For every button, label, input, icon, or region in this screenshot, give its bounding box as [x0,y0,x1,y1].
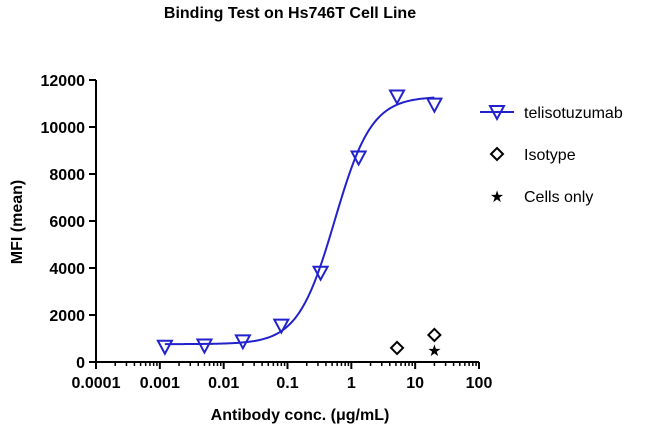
chart-title: Binding Test on Hs746T Cell Line [164,5,416,22]
x-tick-label: 0.0001 [72,375,121,392]
fit-curves [164,96,435,346]
legend-item: telisotuzumab [480,105,623,122]
legend-marker: ★ [490,189,504,206]
data-point [195,338,214,355]
data-point: ★ [427,343,441,360]
legend-item: ★ Cells only [490,189,594,206]
legend-item: Isotype [489,146,576,164]
data-point [156,339,174,356]
data-point [425,97,444,114]
x-tick-label: 10 [406,375,424,392]
y-tick-label: 12000 [41,73,86,90]
y-axis-title: MFI (mean) [9,180,26,264]
data-point [389,340,405,356]
legend: telisotuzumab Isotype ★ Cells only [480,105,623,206]
x-tick-label: 0.001 [140,375,180,392]
legend-marker [489,146,505,162]
data-point [272,318,290,335]
x-axis-title: Antibody conc. (μg/mL) [211,407,390,424]
data-point [426,327,442,343]
legend-marker [488,105,506,122]
x-tick-label: 0.1 [276,375,298,392]
x-tick-label: 1 [347,375,356,392]
y-tick-label: 4000 [49,261,85,278]
data-markers: ★ [156,89,444,360]
x-tick-label: 100 [466,375,493,392]
legend-label: Cells only [524,189,593,206]
y-tick-label: 8000 [49,167,85,184]
axes: 0.0001 0.001 0.01 0.1 1 10 100 0 2000 4000 6000 800… [41,73,493,392]
x-tick-label: 0.01 [208,375,239,392]
y-tick-label: 10000 [41,120,86,137]
legend-label: Isotype [524,147,576,164]
y-tick-label: 6000 [49,214,85,231]
y-tick-label: 2000 [49,308,85,325]
fit-curve [164,96,435,346]
y-tick-label: 0 [76,355,85,372]
data-point [388,89,406,106]
data-point [311,265,330,282]
legend-label: telisotuzumab [524,105,623,122]
data-point [349,150,368,167]
data-point [234,334,252,351]
